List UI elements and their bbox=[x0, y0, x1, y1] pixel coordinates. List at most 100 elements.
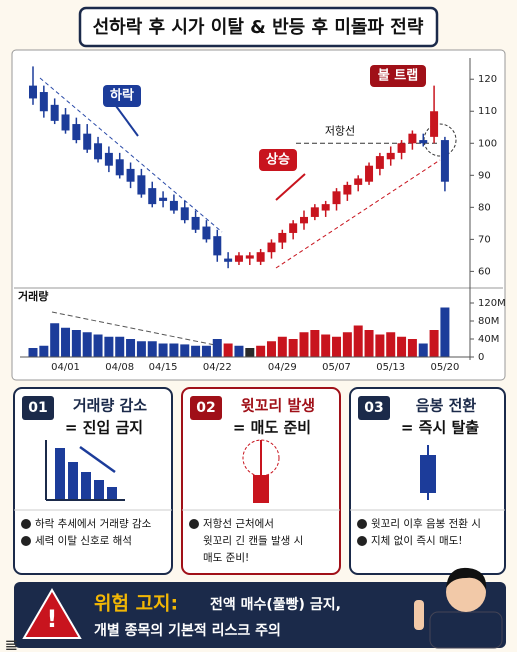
downtrend-line bbox=[39, 77, 223, 233]
candle-body bbox=[39, 92, 48, 112]
candle-body bbox=[430, 111, 439, 137]
check-icon bbox=[189, 519, 199, 529]
card-title: 윗꼬리 발생 bbox=[241, 397, 315, 415]
volume-bar bbox=[342, 332, 352, 357]
candle-body bbox=[300, 216, 308, 224]
title: 선하락 후 시가 이탈 & 반등 후 미돌파 전략 bbox=[93, 17, 424, 38]
card-bullet: 지체 없이 즉시 매도! bbox=[371, 534, 463, 547]
candle-body bbox=[180, 207, 189, 221]
candle-body bbox=[29, 85, 37, 99]
card-bullet: 세력 이탈 신호로 해석 bbox=[35, 534, 132, 547]
down-arrow bbox=[115, 105, 139, 137]
y-tick-label: 70 bbox=[478, 234, 491, 245]
volume-bar bbox=[353, 325, 363, 357]
volume-bar bbox=[321, 334, 331, 357]
volume-title: 거래량 bbox=[18, 289, 48, 303]
card-bullet: 매도 준비! bbox=[203, 552, 249, 564]
candle-body bbox=[94, 143, 103, 160]
y-tick-label: 40M bbox=[478, 334, 499, 345]
volume-bar bbox=[386, 332, 396, 357]
annotation-box bbox=[259, 149, 297, 171]
candle-body bbox=[115, 159, 124, 176]
candle-body bbox=[375, 156, 384, 169]
check-icon bbox=[21, 536, 31, 546]
volume-bar bbox=[364, 330, 374, 357]
volume-bar bbox=[266, 341, 276, 357]
candle-body bbox=[310, 207, 319, 217]
annotation-box bbox=[103, 85, 141, 107]
candle-body bbox=[440, 140, 449, 182]
volume-bar bbox=[310, 330, 320, 357]
candle-body bbox=[256, 252, 265, 262]
candle-body bbox=[137, 175, 146, 195]
card-title: 음봉 전환 bbox=[416, 397, 477, 415]
volume-bar bbox=[61, 327, 71, 357]
volume-bar bbox=[212, 339, 222, 357]
candle-body bbox=[321, 204, 330, 211]
warning-label: 위험 고지: bbox=[94, 593, 178, 615]
y-tick-label: 100 bbox=[478, 138, 497, 149]
volume-bar bbox=[407, 339, 417, 357]
card-number: 03 bbox=[364, 400, 383, 416]
card-bullet: 윗꼬리 긴 캔들 발생 시 bbox=[203, 535, 303, 547]
x-tick-label: 04/15 bbox=[149, 362, 178, 373]
candle-body bbox=[202, 226, 211, 240]
y-tick-label: 110 bbox=[478, 106, 497, 117]
volume-bar bbox=[418, 343, 428, 357]
volume-bar bbox=[39, 345, 49, 357]
check-icon bbox=[21, 519, 31, 529]
volume-bar bbox=[332, 336, 342, 357]
candle-body bbox=[191, 216, 200, 230]
volume-trend-line bbox=[51, 311, 216, 346]
y-tick-label: 120M bbox=[478, 298, 506, 309]
volume-bar bbox=[234, 345, 244, 357]
candle-body bbox=[148, 188, 157, 205]
volume-bar bbox=[201, 345, 211, 357]
volume-bar bbox=[277, 336, 287, 357]
candle-body bbox=[224, 258, 233, 262]
candle-body bbox=[213, 236, 222, 256]
volume-bar bbox=[158, 343, 168, 357]
candle-body bbox=[83, 133, 92, 150]
watermark-glyph: 𝌆 bbox=[5, 638, 18, 652]
annotation-box bbox=[370, 65, 426, 87]
warning-icon bbox=[22, 588, 82, 639]
volume-bar bbox=[288, 339, 298, 357]
volume-bar bbox=[440, 307, 450, 357]
candle-body bbox=[50, 104, 59, 121]
card-subtitle: = 진입 금지 bbox=[65, 419, 143, 437]
up-arrow bbox=[275, 173, 306, 201]
y-tick-label: 80 bbox=[478, 202, 491, 213]
x-tick-label: 05/13 bbox=[376, 362, 405, 373]
volume-bar bbox=[223, 343, 233, 357]
card-subtitle: = 즉시 탈출 bbox=[401, 419, 479, 437]
candle-body bbox=[419, 140, 428, 144]
card-bullet: 저항선 근처에서 bbox=[203, 518, 274, 530]
volume-bar bbox=[126, 339, 136, 357]
uptrend-line bbox=[275, 159, 441, 269]
card-number: 02 bbox=[196, 400, 215, 416]
card-subtitle: = 매도 준비 bbox=[233, 419, 311, 437]
candle-body bbox=[61, 114, 70, 131]
candle-body bbox=[278, 232, 287, 243]
x-tick-label: 04/08 bbox=[105, 362, 134, 373]
x-tick-label: 04/01 bbox=[51, 362, 80, 373]
candle-body bbox=[267, 242, 276, 253]
candle-body bbox=[386, 152, 395, 160]
volume-bar bbox=[104, 336, 114, 357]
candle-body bbox=[289, 223, 298, 233]
annotation: 하락 bbox=[110, 88, 134, 104]
candle-body bbox=[397, 143, 406, 153]
volume-bar bbox=[147, 341, 157, 357]
candle-body bbox=[365, 165, 374, 182]
check-icon bbox=[357, 536, 367, 546]
warning-banner bbox=[14, 582, 506, 648]
volume-bar bbox=[256, 345, 266, 357]
candle-body bbox=[332, 191, 341, 205]
candle-body bbox=[408, 133, 417, 144]
x-tick-label: 05/07 bbox=[322, 362, 351, 373]
candle-body bbox=[245, 255, 254, 259]
card-1 bbox=[13, 387, 173, 575]
candle-body bbox=[234, 255, 243, 262]
